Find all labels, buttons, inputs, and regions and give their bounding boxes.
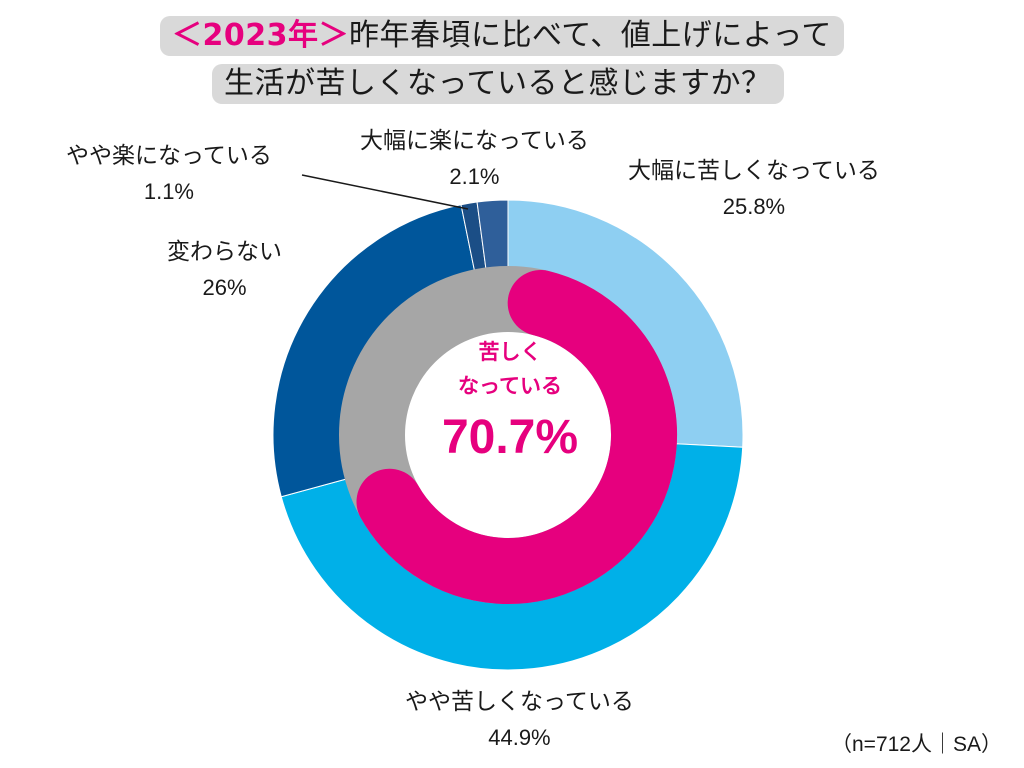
value-label-4: 2.1% — [449, 164, 500, 189]
label-slice-2: 変わらない 26% — [167, 234, 282, 306]
category-label-2: 変わらない — [167, 239, 282, 265]
category-label-3: やや楽になっている — [66, 143, 272, 169]
label-slice-0: 大幅に苦しくなっている 25.8% — [628, 153, 880, 225]
inner-slice-0 — [356, 269, 677, 604]
category-label-4: 大幅に楽になっている — [360, 128, 589, 154]
leader-line — [301, 174, 469, 210]
label-slice-1: やや苦しくなっている 44.9% — [405, 684, 634, 756]
value-label-2: 26% — [202, 275, 247, 300]
category-label-1: やや苦しくなっている — [405, 689, 634, 715]
value-label-0: 25.8% — [722, 194, 786, 219]
label-slice-4: 大幅に楽になっている 2.1% — [360, 123, 589, 195]
value-label-3: 1.1% — [143, 179, 194, 204]
title-text-rest: 昨年春頃に比べて、値上げによって — [349, 18, 832, 53]
center-text-line-2: なっている — [458, 374, 562, 398]
value-label-1: 44.9% — [488, 725, 551, 750]
category-label-0: 大幅に苦しくなっている — [628, 158, 880, 184]
sample-note: （n=712人｜SA） — [831, 733, 1002, 756]
chart-title-line-1: ＜2023年＞昨年春頃に比べて、値上げによって — [160, 16, 844, 56]
outer-ring — [272, 199, 744, 671]
inner-ring — [339, 266, 677, 604]
chart-title-line-2: 生活が苦しくなっていると感じますか？ — [212, 64, 784, 104]
center-value: 70.7% — [441, 411, 579, 464]
title-year-accent: ＜2023年＞ — [172, 18, 349, 53]
center-text-line-1: 苦しく — [478, 340, 542, 364]
label-slice-3: やや楽になっている 1.1% — [66, 138, 272, 210]
